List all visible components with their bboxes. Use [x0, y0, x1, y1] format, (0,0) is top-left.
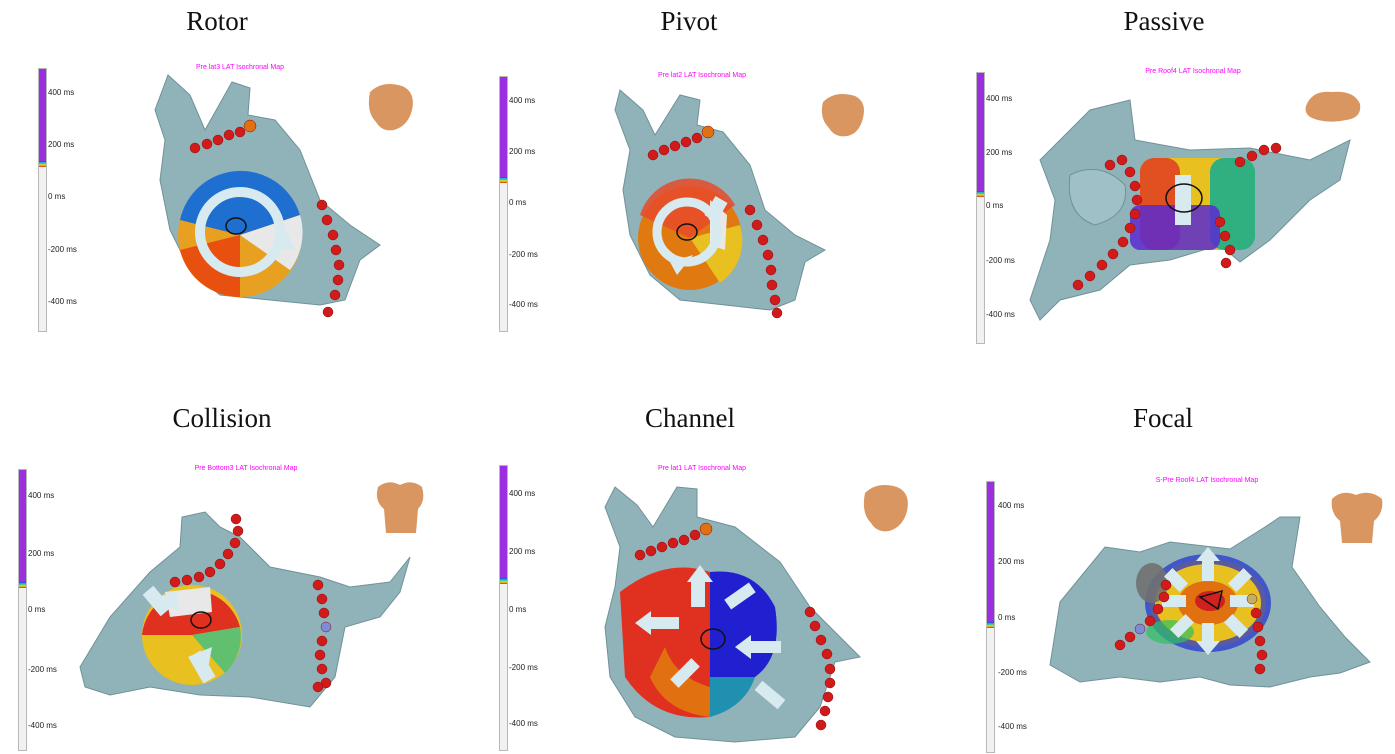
color-scale-bar	[986, 481, 995, 753]
torso-orientation-icon	[376, 482, 424, 533]
map-title: Pre lat2 LAT Isochronal Map	[657, 72, 747, 79]
scale-tick: 400 ms	[986, 94, 1013, 103]
scale-tick: 200 ms	[48, 140, 75, 149]
panel-channel: Channel 400 ms 200 ms 0 ms -200 ms -400 …	[465, 377, 930, 754]
scale-tick: -400 ms	[998, 722, 1027, 731]
torso-orientation-icon	[1331, 492, 1383, 543]
scale-tick: 400 ms	[28, 491, 55, 500]
torso-orientation-icon	[821, 94, 864, 137]
map-title: Pre Bottom3 LAT Isochronal Map	[194, 465, 298, 472]
scale-tick: -200 ms	[28, 665, 57, 674]
panel-focal: Focal 400 ms 200 ms 0 ms -200 ms -400 ms…	[930, 377, 1395, 754]
panel-passive: Passive 400 ms 200 ms 0 ms -200 ms -400 …	[930, 0, 1395, 377]
activation-map-image	[614, 89, 827, 319]
scale-tick: -200 ms	[998, 668, 1027, 677]
scale-tick: 0 ms	[28, 605, 46, 614]
scale-tick: 0 ms	[998, 613, 1016, 622]
scale-tick: -200 ms	[509, 663, 538, 672]
scale-tick: 200 ms	[28, 549, 55, 558]
scale-tick: 200 ms	[509, 147, 536, 156]
color-scale-bar	[499, 465, 508, 751]
panel-title: Passive	[1123, 6, 1205, 36]
map-title: Pre lat1 LAT Isochronal Map	[657, 465, 747, 472]
map-title: Pre lat3 LAT Isochronal Map	[195, 64, 285, 71]
panel-title: Pivot	[660, 6, 718, 36]
map-title: S-Pre Roof4 LAT Isochronal Map	[1155, 477, 1259, 484]
panel-title: Collision	[172, 403, 272, 433]
scale-tick: -400 ms	[48, 297, 77, 306]
panel-pivot: Pivot 400 ms 200 ms 0 ms -200 ms -400 ms…	[465, 0, 930, 377]
panel-rotor: Rotor 400 ms 200 ms 0 ms -200 ms -400 ms…	[0, 0, 465, 377]
activation-map-image	[604, 486, 862, 743]
scale-tick: -200 ms	[986, 256, 1015, 265]
activation-map-image	[1029, 99, 1351, 321]
scale-tick: 0 ms	[986, 201, 1004, 210]
color-scale-bar	[499, 76, 508, 332]
scale-tick: -200 ms	[48, 245, 77, 254]
scale-tick: -400 ms	[28, 721, 57, 730]
color-scale-bar	[38, 68, 47, 332]
map-title: Pre Roof4 LAT Isochronal Map	[1145, 68, 1241, 75]
activation-map-image	[154, 74, 381, 318]
scale-tick: 0 ms	[509, 198, 527, 207]
scale-tick: 400 ms	[48, 88, 75, 97]
color-scale-bar	[976, 72, 985, 344]
color-scale-bar	[18, 469, 27, 751]
scale-tick: 200 ms	[509, 547, 536, 556]
torso-orientation-icon	[863, 485, 908, 532]
panel-title: Focal	[1133, 403, 1193, 433]
panel-title: Channel	[645, 403, 735, 433]
scale-tick: 400 ms	[509, 489, 536, 498]
scale-tick: 200 ms	[986, 148, 1013, 157]
scale-tick: -400 ms	[509, 300, 538, 309]
panel-collision: Collision 400 ms 200 ms 0 ms -200 ms -40…	[0, 377, 465, 754]
scale-tick: 0 ms	[48, 192, 66, 201]
scale-tick: 200 ms	[998, 557, 1025, 566]
torso-orientation-icon	[1305, 91, 1361, 122]
activation-map-image	[1049, 516, 1371, 688]
scale-tick: 0 ms	[509, 605, 527, 614]
scale-tick: -400 ms	[509, 719, 538, 728]
scale-tick: 400 ms	[998, 501, 1025, 510]
torso-orientation-icon	[368, 84, 413, 131]
scale-tick: -200 ms	[509, 250, 538, 259]
panel-title: Rotor	[186, 6, 248, 36]
scale-tick: 400 ms	[509, 96, 536, 105]
scale-tick: -400 ms	[986, 310, 1015, 319]
activation-map-image	[79, 511, 411, 708]
